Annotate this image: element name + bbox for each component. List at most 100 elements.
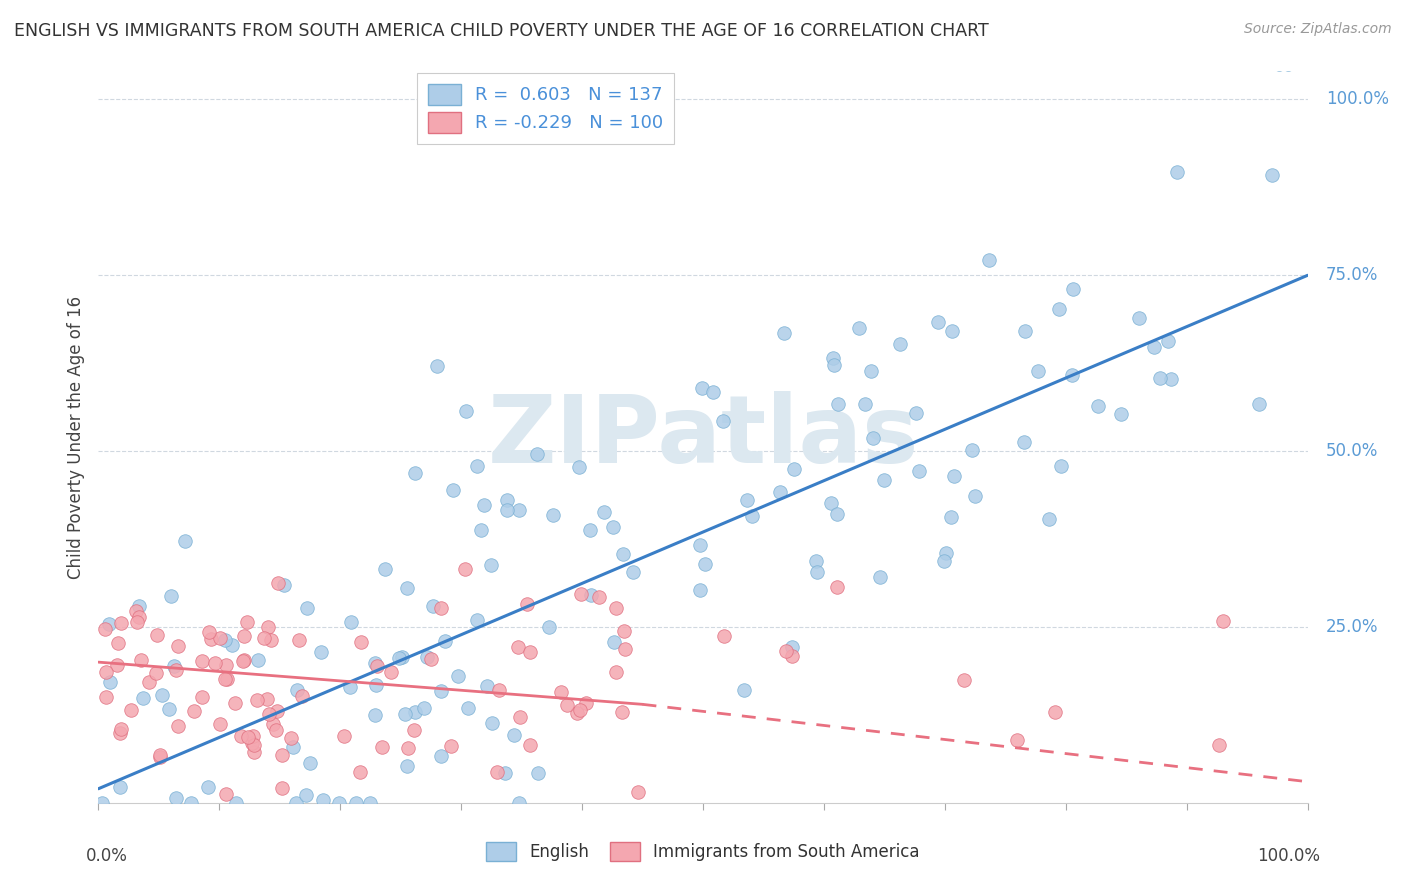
Point bbox=[454, 561, 477, 575]
Point bbox=[769, 485, 792, 500]
Point bbox=[309, 645, 332, 659]
Point bbox=[150, 688, 173, 702]
Point bbox=[1111, 408, 1133, 422]
Point bbox=[1249, 397, 1271, 411]
Point bbox=[129, 653, 152, 667]
Point bbox=[294, 788, 316, 802]
Point bbox=[98, 674, 121, 689]
Y-axis label: Child Poverty Under the Age of 16: Child Poverty Under the Age of 16 bbox=[66, 295, 84, 579]
Point bbox=[588, 591, 610, 605]
Point bbox=[190, 690, 212, 705]
Point bbox=[711, 414, 734, 428]
Point bbox=[266, 704, 288, 718]
Point bbox=[221, 639, 243, 653]
Point bbox=[713, 629, 735, 643]
Point bbox=[159, 589, 181, 603]
Point bbox=[215, 658, 238, 673]
Point bbox=[94, 690, 117, 704]
Point bbox=[433, 634, 456, 648]
Point bbox=[391, 650, 413, 665]
Point bbox=[953, 673, 976, 687]
Point bbox=[149, 748, 172, 763]
Point bbox=[285, 796, 308, 810]
Point bbox=[165, 663, 187, 677]
Point bbox=[110, 722, 132, 736]
Point bbox=[519, 645, 541, 659]
Point bbox=[613, 642, 636, 657]
Point bbox=[568, 459, 591, 474]
Point bbox=[1038, 512, 1060, 526]
Point bbox=[506, 640, 529, 655]
Point bbox=[1062, 282, 1084, 296]
Point bbox=[215, 672, 238, 686]
Point bbox=[271, 747, 294, 762]
Point bbox=[242, 744, 264, 758]
Point bbox=[291, 689, 314, 703]
Point bbox=[733, 683, 755, 698]
Point bbox=[941, 324, 963, 338]
Point bbox=[200, 632, 222, 646]
Point bbox=[191, 654, 214, 668]
Point bbox=[612, 705, 634, 719]
Point bbox=[485, 765, 508, 780]
Point bbox=[145, 666, 167, 681]
Point bbox=[233, 629, 256, 643]
Point bbox=[741, 509, 763, 524]
Point bbox=[138, 674, 160, 689]
Point bbox=[366, 678, 388, 692]
Point bbox=[775, 644, 797, 658]
Point bbox=[454, 404, 477, 418]
Point bbox=[359, 796, 381, 810]
Point bbox=[197, 625, 219, 640]
Point bbox=[780, 648, 803, 663]
Point bbox=[209, 631, 232, 645]
Point bbox=[165, 791, 187, 805]
Point bbox=[420, 652, 443, 666]
Point bbox=[495, 493, 517, 508]
Point bbox=[285, 683, 308, 698]
Point bbox=[110, 615, 132, 630]
Point bbox=[1062, 368, 1084, 382]
Point bbox=[157, 701, 180, 715]
Point bbox=[621, 565, 644, 579]
Point bbox=[120, 703, 142, 717]
Point bbox=[333, 730, 356, 744]
Point bbox=[299, 756, 322, 770]
Point bbox=[273, 578, 295, 592]
Point bbox=[1160, 372, 1182, 386]
Point bbox=[550, 685, 572, 699]
Point bbox=[364, 708, 387, 723]
Point bbox=[565, 706, 588, 720]
Point bbox=[380, 665, 402, 679]
Point bbox=[174, 533, 197, 548]
Point bbox=[430, 601, 453, 615]
Point bbox=[962, 442, 984, 457]
Point bbox=[1166, 165, 1188, 179]
Point bbox=[388, 651, 411, 665]
Point bbox=[1087, 399, 1109, 413]
Point bbox=[236, 730, 259, 744]
Point bbox=[1143, 340, 1166, 354]
Point bbox=[869, 570, 891, 584]
Point bbox=[848, 321, 870, 335]
Point bbox=[1047, 302, 1070, 317]
Point bbox=[132, 690, 155, 705]
Point bbox=[465, 613, 488, 627]
Point bbox=[1026, 364, 1049, 378]
Point bbox=[404, 723, 426, 737]
Point bbox=[1149, 371, 1171, 385]
Point bbox=[602, 520, 624, 534]
Point bbox=[1128, 310, 1150, 325]
Point bbox=[204, 656, 226, 670]
Point bbox=[253, 632, 276, 646]
Point bbox=[569, 587, 592, 601]
Point bbox=[394, 706, 416, 721]
Point bbox=[264, 723, 287, 737]
Point bbox=[208, 717, 231, 731]
Point bbox=[494, 766, 516, 780]
Point bbox=[370, 740, 392, 755]
Point bbox=[412, 701, 434, 715]
Point bbox=[224, 696, 246, 710]
Point bbox=[508, 503, 530, 517]
Point bbox=[235, 615, 257, 629]
